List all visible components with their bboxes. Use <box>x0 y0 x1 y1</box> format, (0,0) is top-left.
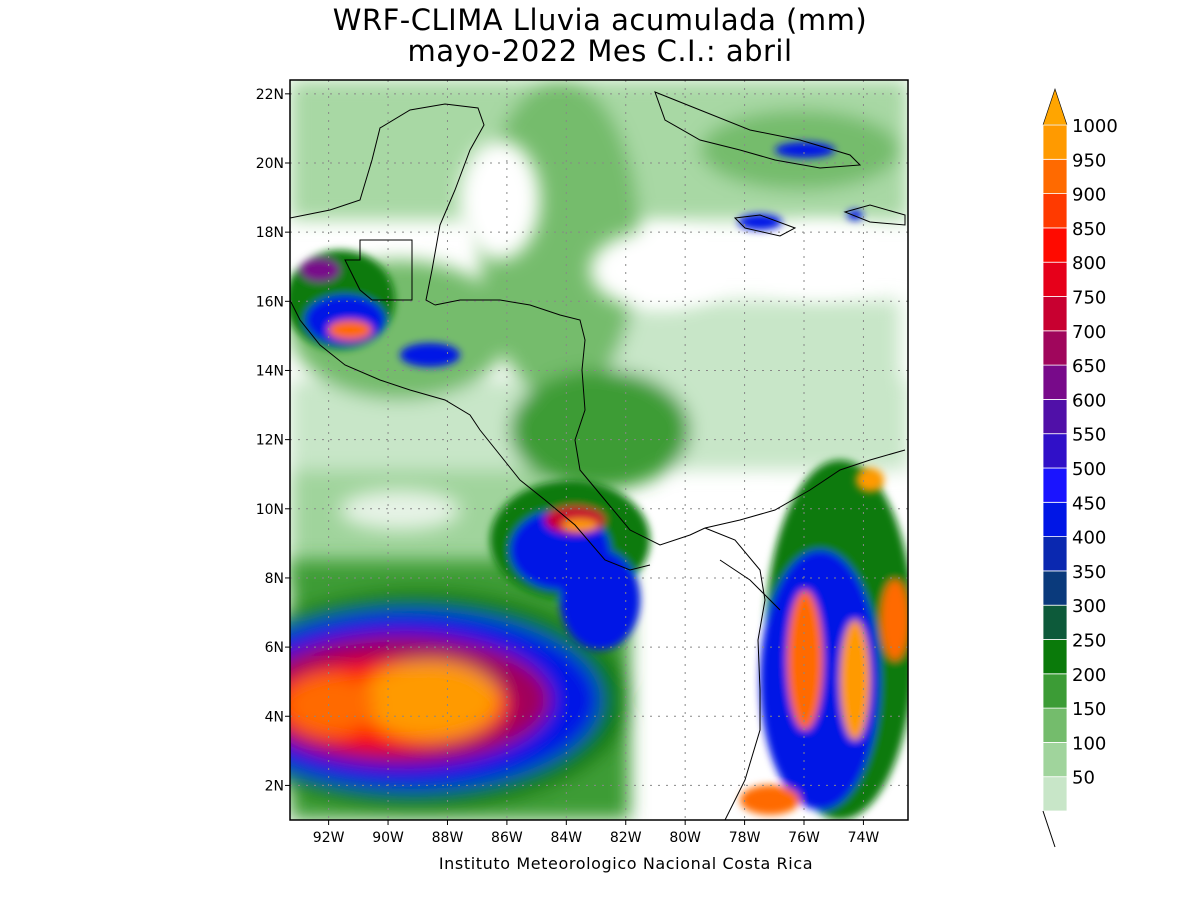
lat-tick-label: 2N <box>265 778 284 794</box>
colorbar-label: 350 <box>1072 562 1106 583</box>
colorbar-label: 950 <box>1072 150 1106 171</box>
colorbar-swatch <box>1042 707 1068 743</box>
grid-lines <box>285 80 908 825</box>
colorbar-label: 600 <box>1072 390 1106 411</box>
lon-tick-label: 86W <box>491 830 523 846</box>
panama-colombia-border <box>719 559 781 611</box>
colorbar-swatch <box>1042 639 1068 675</box>
map-title-line2: mayo-2022 Mes C.I.: abril <box>407 34 793 68</box>
lat-tick-label: 20N <box>256 156 284 172</box>
colorbar-swatch <box>1042 570 1068 606</box>
colorbar-swatch <box>1042 158 1068 195</box>
colorbar-label: 850 <box>1072 219 1106 240</box>
colorbar-label: 50 <box>1072 768 1095 789</box>
lat-tick-label: 22N <box>256 87 284 103</box>
colorbar-label: 800 <box>1072 253 1106 274</box>
guatemala-border <box>344 239 413 301</box>
colombia-caribbean-coast <box>704 449 906 529</box>
colorbar-label: 750 <box>1072 288 1106 309</box>
colorbar-label: 500 <box>1072 459 1106 480</box>
jamaica-coast <box>733 214 797 237</box>
caribbean-coast-central-america <box>434 299 706 546</box>
colorbar-swatch <box>1042 604 1068 640</box>
colorbar-label: 150 <box>1072 699 1106 720</box>
lat-tick-label: 12N <box>256 433 284 449</box>
colorbar-under-arrow <box>1042 810 1056 848</box>
costa-rica-rain <box>490 480 650 650</box>
lon-tick-label: 76W <box>788 830 820 846</box>
colorbar-label: 700 <box>1072 322 1106 343</box>
cuba-coast <box>654 91 862 169</box>
lat-tick-label: 4N <box>265 709 284 725</box>
coastlines <box>290 91 906 820</box>
yucatan-coast <box>290 103 485 306</box>
map-frame <box>289 79 909 821</box>
colorbar-swatch <box>1042 673 1068 709</box>
latitude-labels: 2N 4N 6N 8N 10N 12N 14N 16N 18N 20N 22N <box>256 87 284 795</box>
lon-tick-label: 84W <box>550 830 582 846</box>
color-legend: 50 100 150 200 250 300 350 400 450 500 550 600 650 70… <box>1042 88 1118 848</box>
colorbar-swatch <box>1042 536 1068 572</box>
colorbar-swatch <box>1042 261 1068 297</box>
colorbar-swatch <box>1042 364 1068 400</box>
pacific-coast-central-america <box>290 299 651 571</box>
colorbar-label: 900 <box>1072 185 1106 206</box>
map-title-line1: WRF-CLIMA Lluvia acumulada (mm) <box>332 3 868 37</box>
lon-tick-label: 90W <box>372 830 404 846</box>
colorbar-swatch <box>1042 433 1068 469</box>
colorbar-swatch <box>1042 193 1068 229</box>
rainfall-field <box>290 80 908 820</box>
colorbar-swatch <box>1042 501 1068 537</box>
colombia-pacific-coast <box>704 527 766 820</box>
lat-tick-label: 18N <box>256 225 284 241</box>
lon-tick-label: 92W <box>313 830 345 846</box>
colorbar-label: 100 <box>1072 733 1106 754</box>
colorbar-label: 300 <box>1072 596 1106 617</box>
colorbar-swatch <box>1042 227 1068 263</box>
colorbar-label: 400 <box>1072 528 1106 549</box>
colorbar-swatch <box>1042 330 1068 366</box>
colorbar-swatch <box>1042 124 1068 160</box>
itcz-rain-band <box>290 560 630 820</box>
dry-areas <box>340 140 890 730</box>
lat-tick-label: 16N <box>256 294 284 310</box>
colorbar-label: 450 <box>1072 493 1106 514</box>
colorbar-label: 250 <box>1072 631 1106 652</box>
colombia-rain <box>740 460 908 820</box>
lon-tick-label: 82W <box>610 830 642 846</box>
lon-tick-label: 74W <box>848 830 880 846</box>
lat-tick-label: 6N <box>265 640 284 656</box>
colorbar-swatch <box>1042 398 1068 435</box>
colorbar-swatch <box>1042 742 1068 778</box>
colorbar-swatch <box>1042 296 1068 332</box>
credit-text: Instituto Meteorologico Nacional Costa R… <box>438 854 814 873</box>
hispaniola-coast <box>843 204 906 226</box>
colorbar-label: 1000 <box>1072 116 1118 137</box>
guatemala-rain <box>290 250 460 367</box>
lat-tick-label: 10N <box>256 502 284 518</box>
lon-tick-label: 80W <box>669 830 701 846</box>
colorbar-label: 200 <box>1072 665 1106 686</box>
lon-tick-label: 78W <box>729 830 761 846</box>
colorbar-over-arrow <box>1042 88 1068 126</box>
colorbar-label: 650 <box>1072 356 1106 377</box>
colorbar-swatch <box>1042 776 1068 812</box>
colorbar-swatch <box>1042 467 1068 503</box>
lon-tick-label: 88W <box>432 830 464 846</box>
colorbar-label: 550 <box>1072 425 1106 446</box>
lat-tick-label: 8N <box>265 571 284 587</box>
longitude-labels: 92W 90W 88W 86W 84W 82W 80W 78W 76W 74W <box>313 830 880 846</box>
lat-tick-label: 14N <box>256 363 284 379</box>
